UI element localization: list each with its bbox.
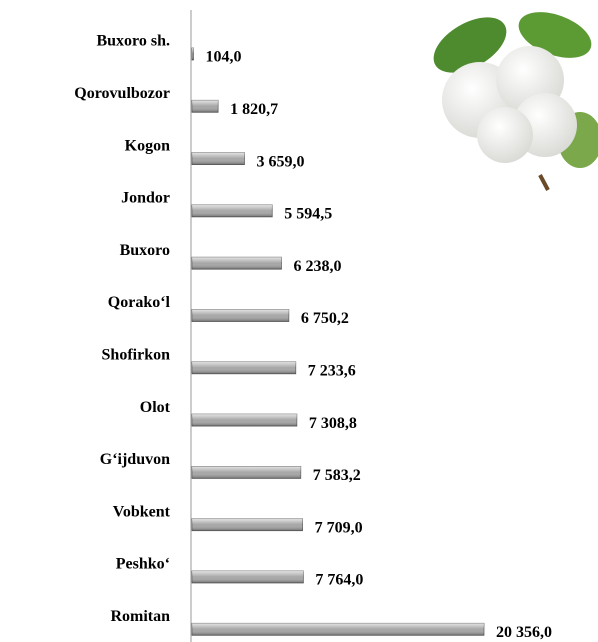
category-label: Jondor bbox=[121, 190, 170, 207]
bar-shade bbox=[192, 571, 303, 583]
value-label: 7 233,6 bbox=[308, 362, 356, 379]
category-label: Shofirkon bbox=[102, 346, 171, 363]
cotton-image bbox=[424, 3, 598, 190]
category-label: Buxoro sh. bbox=[96, 33, 170, 50]
chart: Buxoro sh. 104,0 Qorovulbozor 1 820,7 Kogon 3… bbox=[0, 0, 598, 642]
category-label: Vobkent bbox=[113, 503, 171, 520]
category-label: Peshko‘ bbox=[116, 556, 170, 573]
value-label: 6 238,0 bbox=[293, 258, 341, 275]
bar-shade bbox=[192, 623, 484, 635]
bar-shade bbox=[192, 414, 297, 426]
category-label: G‘ijduvon bbox=[100, 451, 170, 468]
bar-shade bbox=[192, 519, 303, 531]
value-label: 7 308,8 bbox=[309, 415, 357, 432]
category-label: Olot bbox=[140, 399, 171, 416]
value-label: 104,0 bbox=[205, 49, 241, 66]
category-label: Qorako‘l bbox=[108, 294, 171, 311]
bar-shade bbox=[192, 466, 301, 478]
bar-shade bbox=[192, 362, 296, 374]
value-label: 20 356,0 bbox=[496, 624, 552, 641]
bar-shade bbox=[192, 257, 281, 269]
value-label: 3 659,0 bbox=[256, 153, 304, 170]
category-label: Kogon bbox=[125, 137, 170, 154]
value-label: 6 750,2 bbox=[301, 310, 349, 327]
value-label: 7 709,0 bbox=[315, 519, 363, 536]
value-label: 7 764,0 bbox=[315, 572, 363, 589]
bar-shade bbox=[192, 310, 289, 322]
value-label: 5 594,5 bbox=[284, 206, 332, 223]
value-label: 1 820,7 bbox=[230, 101, 278, 118]
bar-shade bbox=[192, 48, 193, 60]
category-label: Buxoro bbox=[120, 242, 170, 259]
bar-shade bbox=[192, 153, 244, 165]
value-label: 7 583,2 bbox=[313, 467, 361, 484]
bar-shade bbox=[192, 205, 272, 217]
category-label: Romitan bbox=[110, 608, 170, 625]
bar-shade bbox=[192, 100, 218, 112]
category-label: Qorovulbozor bbox=[74, 85, 170, 102]
